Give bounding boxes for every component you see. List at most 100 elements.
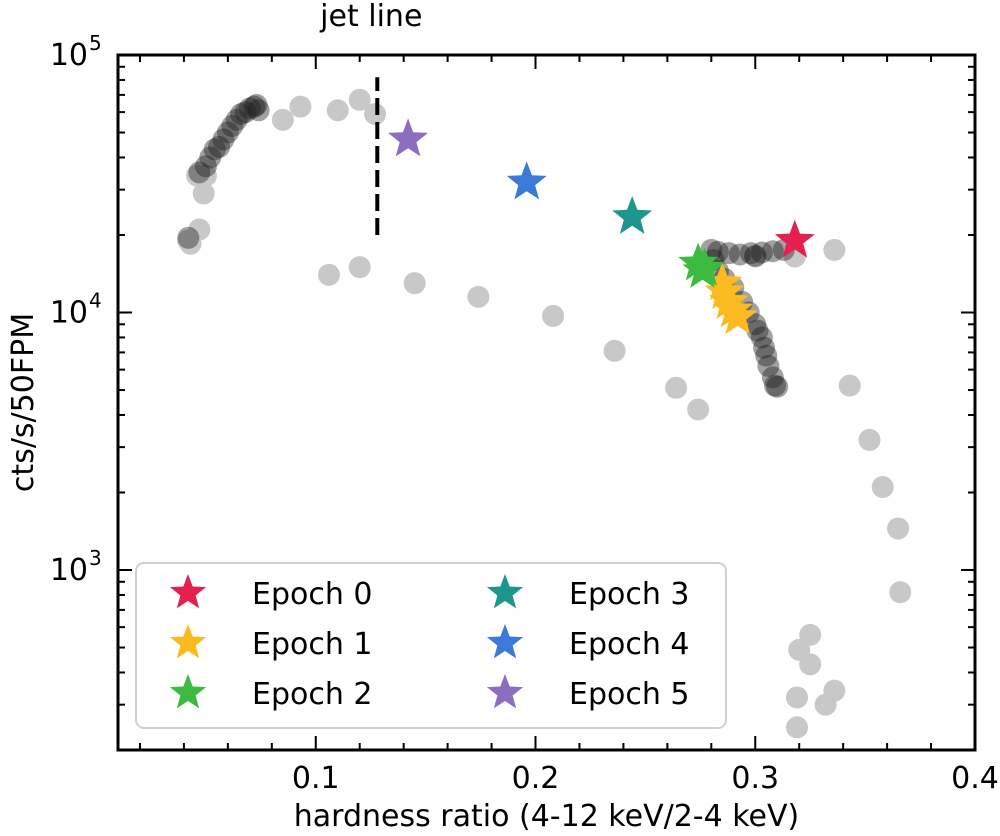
y-tick-exponent: 3 <box>89 546 102 570</box>
background-points <box>177 88 912 739</box>
background-point <box>194 164 217 187</box>
background-point <box>364 103 387 126</box>
epoch-star <box>708 280 749 319</box>
dark-track-point <box>208 135 231 158</box>
background-point <box>889 581 912 604</box>
dark-track-point <box>746 319 769 342</box>
x-tick-label: 0.3 <box>731 761 779 796</box>
background-point <box>188 218 211 241</box>
legend-label: Epoch 4 <box>569 627 689 662</box>
dark-track-point <box>194 155 217 178</box>
legend-marker <box>169 574 207 609</box>
epoch-star <box>506 161 547 200</box>
x-axis-label: hardness ratio (4-12 keV/2-4 keV) <box>294 799 799 834</box>
background-point <box>887 517 910 540</box>
dark-track-point <box>761 240 784 263</box>
epoch-star <box>717 296 758 335</box>
dark-track-point <box>757 354 780 377</box>
background-point <box>317 263 340 286</box>
background-point <box>814 693 837 716</box>
dark-track-point <box>199 146 222 169</box>
legend-marker <box>169 624 207 659</box>
dark-track-point <box>761 366 784 389</box>
legend-label: Epoch 1 <box>252 627 372 662</box>
dark-track-point <box>234 101 257 124</box>
dark-track-point <box>212 128 235 151</box>
x-tick-label: 0.4 <box>951 761 999 796</box>
dark-track-point <box>766 375 789 398</box>
dark-track-point <box>247 99 270 122</box>
dark-track-point <box>245 93 268 116</box>
epoch-star <box>678 242 719 281</box>
background-point <box>687 398 710 421</box>
dark-track-point <box>744 244 767 267</box>
dark-track-point <box>717 242 740 265</box>
dark-track-point <box>225 108 248 131</box>
background-point <box>192 182 215 205</box>
epoch-star <box>388 118 428 157</box>
legend: Epoch 0 Epoch 1 Epoch 2 Epoch 3 Epoch 4 Epoch… <box>135 562 727 729</box>
epoch-star <box>774 219 815 258</box>
legend-label: Epoch 0 <box>252 577 372 612</box>
y-axis-label: cts/s/50FPM <box>6 313 41 492</box>
background-point <box>786 686 809 709</box>
dark-track-point <box>739 242 762 265</box>
epoch-star-markers <box>388 118 815 335</box>
epoch-star <box>612 196 653 234</box>
dark-track-point <box>750 326 773 349</box>
dark-track-point <box>216 121 239 144</box>
dark-track-point <box>764 374 787 397</box>
background-point <box>326 99 349 122</box>
background-point <box>665 376 688 399</box>
epoch-star <box>702 262 743 301</box>
legend-marker <box>169 674 207 709</box>
dark-track-points <box>177 93 795 398</box>
legend-marker <box>486 624 524 659</box>
dark-track-point <box>243 95 266 118</box>
y-tick-label: 10 <box>50 296 88 331</box>
y-tick-exponent: 4 <box>89 289 102 313</box>
dark-track-point <box>744 313 767 336</box>
dark-track-point <box>230 103 253 126</box>
y-tick-label: 10 <box>50 553 88 588</box>
background-point <box>467 285 490 308</box>
background-point <box>542 304 565 327</box>
background-point <box>799 653 822 676</box>
background-point <box>838 374 861 397</box>
dark-track-point <box>188 161 211 184</box>
background-point <box>823 238 846 261</box>
epoch-star <box>682 250 723 288</box>
background-point <box>871 476 894 499</box>
background-point <box>271 108 294 131</box>
background-point <box>603 339 626 362</box>
dark-track-point <box>728 243 751 266</box>
dark-track-point <box>177 226 200 249</box>
legend-box <box>135 562 727 729</box>
dark-track-point <box>750 241 773 264</box>
y-tick-exponent: 5 <box>89 31 102 55</box>
x-tick-label: 0.2 <box>512 761 560 796</box>
background-point <box>348 256 371 279</box>
dark-track-point <box>203 138 226 161</box>
dark-track-point <box>755 344 778 367</box>
legend-marker <box>486 574 524 609</box>
dark-track-point <box>753 336 776 359</box>
background-point <box>348 88 371 111</box>
dark-track-point <box>221 115 244 138</box>
background-point <box>786 716 809 739</box>
background-point <box>744 245 767 268</box>
x-tick-label: 0.1 <box>292 761 340 796</box>
y-tick-label: 10 <box>50 38 88 73</box>
legend-marker <box>486 674 524 709</box>
legend-label: Epoch 2 <box>252 677 372 712</box>
jet-line-annotation: jet line <box>319 0 422 34</box>
plot-frame <box>116 53 977 752</box>
legend-label: Epoch 3 <box>569 577 689 612</box>
background-point <box>289 95 312 118</box>
background-point <box>858 428 881 451</box>
legend-label: Epoch 5 <box>569 677 689 712</box>
dark-track-point <box>238 97 261 120</box>
background-point <box>403 272 426 295</box>
